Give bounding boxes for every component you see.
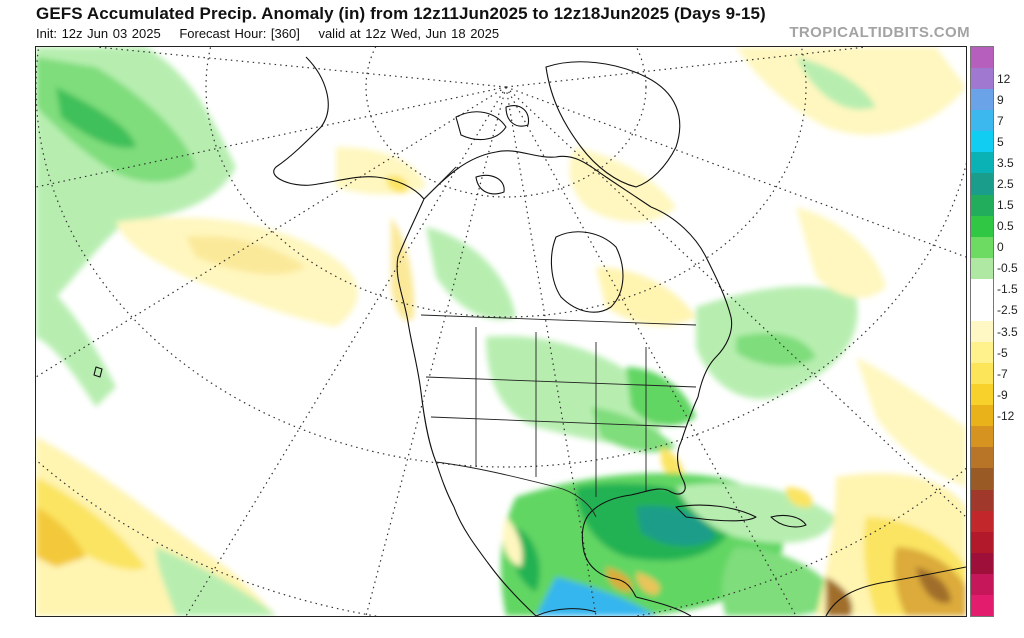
colorbar-segment: [971, 236, 993, 259]
colorbar-segment: [971, 573, 993, 596]
colorbar-tick-label: -1.5: [997, 282, 1018, 297]
colorbar-segment: [971, 426, 993, 448]
colorbar-segment: [971, 68, 993, 90]
colorbar-segment: [971, 194, 993, 217]
colorbar-segment: [971, 405, 993, 427]
colorbar-tick-label: 7: [997, 113, 1004, 128]
forecast-hour: Forecast Hour: [360]: [179, 26, 300, 41]
brand-watermark: TROPICALTIDBITS.COM: [789, 24, 970, 41]
colorbar-segment: [971, 510, 993, 533]
colorbar-tick-label: 0: [997, 240, 1004, 255]
colorbar-segment: [971, 552, 993, 575]
map-canvas: [36, 47, 966, 616]
colorbar-segment: [971, 447, 993, 469]
colorbar-segment: [971, 320, 993, 343]
colorbar-tick-label: -7: [997, 366, 1008, 381]
chart-title: GEFS Accumulated Precip. Anomaly (in) fr…: [36, 4, 766, 23]
colorbar-segment: [971, 278, 993, 301]
colorbar-tick-label: 5: [997, 134, 1004, 149]
precip-anomaly-map[interactable]: [35, 46, 967, 617]
colorbar-segment: [971, 257, 993, 280]
colorbar-segment: [971, 110, 993, 132]
colorbar-segment: [971, 363, 993, 385]
init-time: Init: 12z Jun 03 2025: [36, 26, 161, 41]
anomaly-fill-layer: [36, 47, 966, 616]
colorbar-tick-label: -12: [997, 408, 1015, 423]
colorbar-tick-label: 1.5: [997, 198, 1014, 213]
colorbar-tick-label: -5: [997, 345, 1008, 360]
colorbar-tick-label: -2.5: [997, 303, 1018, 318]
colorbar-tick-label: 3.5: [997, 155, 1014, 170]
colorbar-segment: [971, 531, 993, 554]
colorbar-segment: [971, 47, 993, 69]
colorbar-tick-label: 9: [997, 92, 1004, 107]
colorbar-segment: [971, 342, 993, 364]
colorbar-tick-label: -9: [997, 387, 1008, 402]
graticule: [36, 47, 966, 616]
coastlines: [93, 56, 966, 616]
colorbar-segment: [971, 384, 993, 406]
colorbar-segment: [971, 215, 993, 238]
colorbar-segment: [971, 299, 993, 322]
colorbar-segment: [971, 489, 993, 512]
colorbar-segment: [971, 131, 993, 153]
colorbar-tick-label: -3.5: [997, 324, 1018, 339]
colorbar-segment: [971, 152, 993, 174]
colorbar-segment: [971, 594, 993, 617]
colorbar-segment: [971, 468, 993, 491]
political-borders: [420, 166, 697, 518]
colorbar-tick-label: 0.5: [997, 219, 1014, 234]
colorbar-segment: [971, 173, 993, 195]
colorbar-tick-label: 2.5: [997, 176, 1014, 191]
colorbar: [970, 46, 994, 617]
colorbar-tick-label: 12: [997, 71, 1011, 86]
colorbar-tick-label: -0.5: [997, 261, 1018, 276]
chart-subtitle: Init: 12z Jun 03 2025 Forecast Hour: [36…: [36, 26, 513, 41]
colorbar-segment: [971, 89, 993, 111]
valid-time: valid at 12z Wed, Jun 18 2025: [318, 26, 500, 41]
